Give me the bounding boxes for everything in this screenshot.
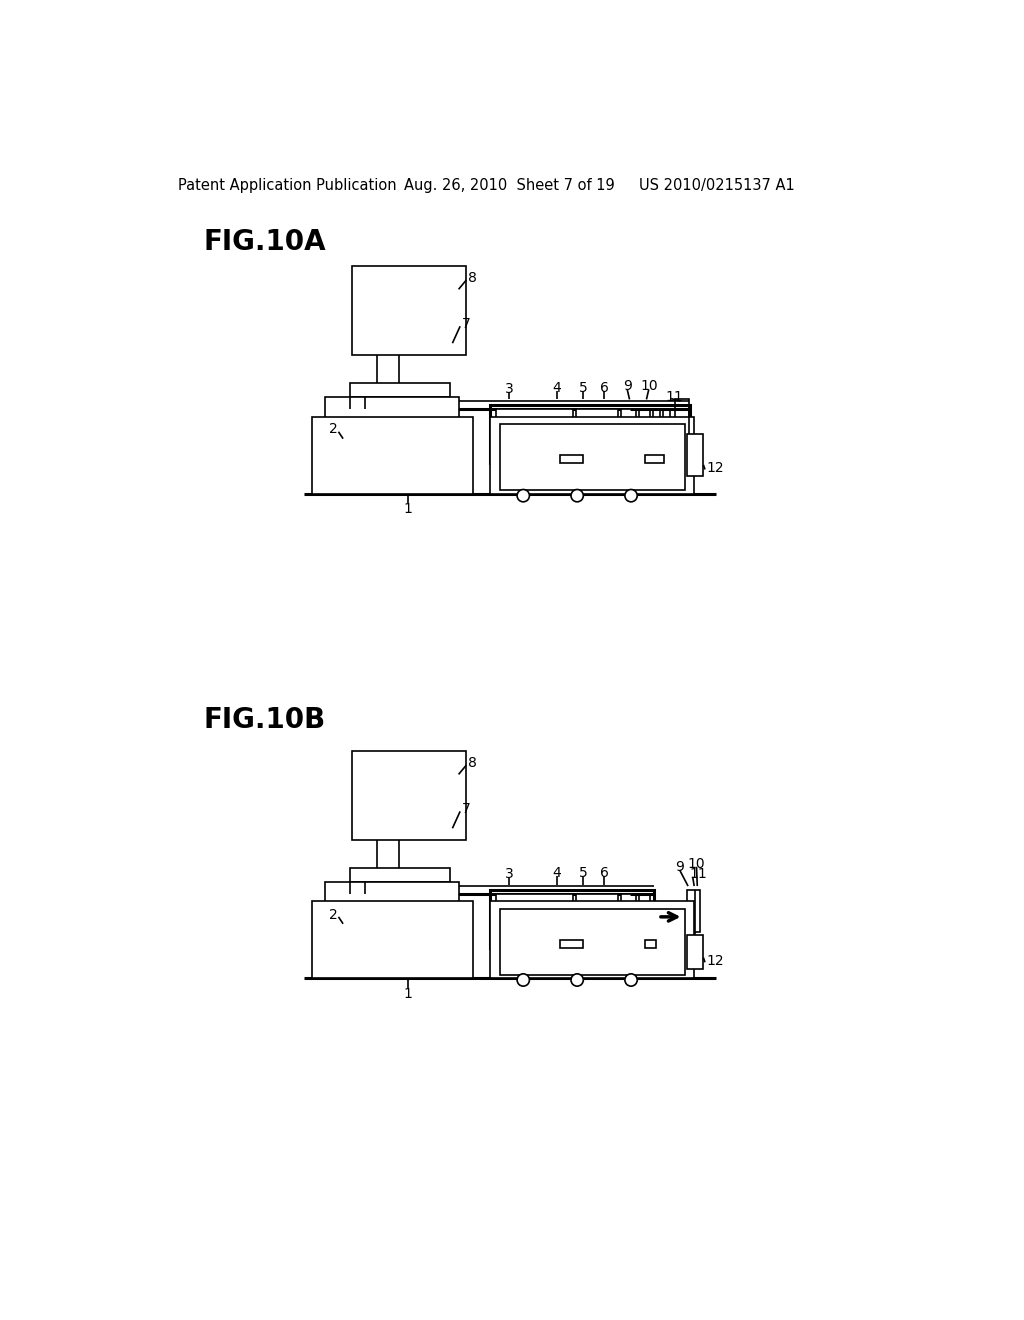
Bar [575,409,617,459]
Text: 12: 12 [707,461,724,475]
Text: 11: 11 [689,867,708,882]
Bar [352,267,466,355]
Text: 8: 8 [468,271,477,285]
Bar [350,383,451,397]
Circle shape [625,490,637,502]
Text: FIG.10B: FIG.10B [204,706,326,734]
Bar [490,417,694,494]
Text: 12: 12 [707,954,724,968]
Text: 8: 8 [468,756,477,770]
Text: 7: 7 [462,803,470,816]
Bar [325,882,460,966]
Bar [663,409,671,453]
Bar [350,869,451,882]
Bar [490,902,694,978]
Bar [311,417,473,494]
Bar [652,409,660,453]
Text: 4: 4 [553,866,561,880]
Text: 9: 9 [623,379,632,393]
Bar [621,894,637,944]
Bar [675,400,689,461]
Text: 7: 7 [462,317,470,331]
Bar [639,409,650,455]
Text: 3: 3 [505,383,514,396]
Text: US 2010/0215137 A1: US 2010/0215137 A1 [639,178,795,193]
Text: 11: 11 [666,391,683,404]
Bar [686,890,700,932]
Circle shape [571,974,584,986]
Bar [686,434,703,477]
Bar [621,409,637,459]
Bar [575,894,617,944]
Bar [639,894,650,940]
Text: 6: 6 [600,866,608,880]
Bar [686,935,703,969]
Bar [500,909,685,974]
Bar [560,940,584,948]
Text: 4: 4 [553,381,561,395]
Text: 5: 5 [579,866,588,880]
Bar [352,751,466,840]
Text: 1: 1 [403,987,413,1001]
Bar [496,894,572,944]
Bar [645,940,656,948]
Text: 1: 1 [403,502,413,516]
Circle shape [517,490,529,502]
Text: Aug. 26, 2010  Sheet 7 of 19: Aug. 26, 2010 Sheet 7 of 19 [403,178,614,193]
Text: 6: 6 [600,381,608,395]
Circle shape [517,974,529,986]
Text: 2: 2 [330,908,338,921]
Bar [560,455,584,462]
Bar [325,397,460,482]
Bar [496,409,572,459]
Bar [500,424,685,490]
Text: 10: 10 [640,379,657,393]
Text: 10: 10 [688,857,706,871]
Bar [490,405,690,462]
Circle shape [571,490,584,502]
Text: FIG.10A: FIG.10A [204,227,327,256]
Text: 5: 5 [579,381,588,395]
Text: Patent Application Publication: Patent Application Publication [178,178,397,193]
Bar [311,902,473,978]
Circle shape [625,974,637,986]
Bar [490,890,654,948]
Text: 9: 9 [675,859,684,874]
Text: 2: 2 [330,422,338,437]
Text: 3: 3 [505,867,514,882]
Bar [645,455,665,462]
